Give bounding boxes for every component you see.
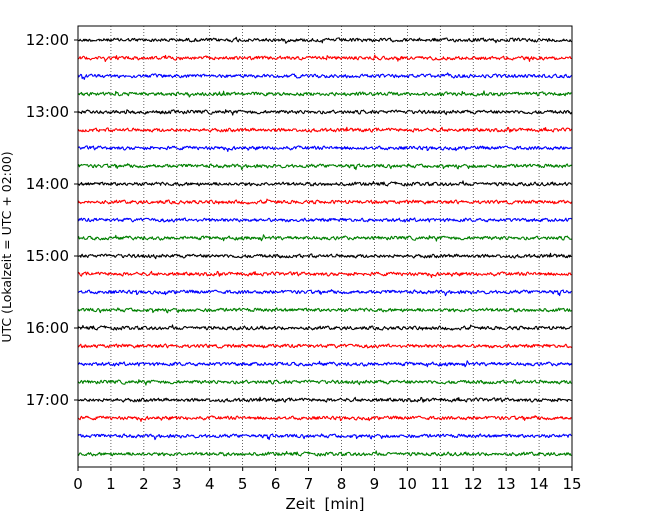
y-tick-label: 13:00 [26, 103, 69, 121]
x-tick-label: 7 [304, 475, 314, 493]
seismogram-trace [77, 343, 572, 349]
x-tick-label: 12 [464, 475, 483, 493]
seismogram-trace [77, 36, 572, 44]
seismogram-trace [77, 126, 572, 133]
seismogram-trace [77, 234, 572, 242]
seismogram-trace [77, 324, 572, 331]
x-tick-label: 2 [139, 475, 149, 493]
seismogram-trace [77, 433, 572, 441]
seismogram-trace [77, 270, 572, 279]
seismogram-trace [77, 198, 573, 205]
y-axis-label: UTC (Lokalzeit = UTC + 02:00) [0, 151, 14, 342]
seismogram-trace [77, 307, 572, 314]
y-axis-ticks: 12:00 13:00 14:00 15:00 16:00 17:00 [26, 31, 78, 409]
seismogram-trace [77, 109, 573, 116]
x-tick-label: 4 [205, 475, 215, 493]
seismogram-trace [77, 145, 572, 153]
seismogram-trace [77, 379, 572, 386]
y-tick-label: 12:00 [26, 31, 69, 49]
seismogram-trace [77, 360, 572, 368]
x-tick-label: 14 [530, 475, 549, 493]
x-tick-label: 11 [431, 475, 450, 493]
seismogram-trace [77, 217, 572, 223]
seismogram-trace [77, 90, 572, 98]
x-tick-label: 3 [172, 475, 182, 493]
y-tick-label: 16:00 [26, 319, 69, 337]
seismogram-trace [77, 396, 572, 403]
seismogram-trace [77, 252, 572, 260]
x-tick-label: 9 [370, 475, 380, 493]
x-tick-label: 8 [337, 475, 347, 493]
plot-background [78, 26, 572, 467]
seismogram-trace [77, 289, 572, 297]
x-tick-label: 5 [238, 475, 248, 493]
seismogram-trace [77, 163, 572, 171]
x-tick-label: 10 [398, 475, 417, 493]
x-tick-label: 15 [562, 475, 581, 493]
y-tick-label: 14:00 [26, 175, 69, 193]
seismogram-trace [77, 180, 572, 187]
seismogram-trace [77, 72, 572, 80]
traces [77, 36, 573, 457]
seismogram-trace [77, 415, 572, 423]
x-tick-label: 0 [73, 475, 83, 493]
x-tick-label: 6 [271, 475, 281, 493]
y-tick-label: 17:00 [26, 391, 69, 409]
x-tick-label: 13 [497, 475, 516, 493]
y-tick-label: 15:00 [26, 247, 69, 265]
seismogram-trace [77, 450, 572, 457]
x-axis-label: Zeit [min] [285, 495, 364, 513]
plot-frame [77, 25, 573, 468]
x-axis-ticks: 0 1 2 3 4 5 6 7 8 9 10 11 12 13 14 15 [73, 467, 582, 493]
seismogram-trace [77, 54, 572, 63]
x-tick-label: 1 [106, 475, 116, 493]
